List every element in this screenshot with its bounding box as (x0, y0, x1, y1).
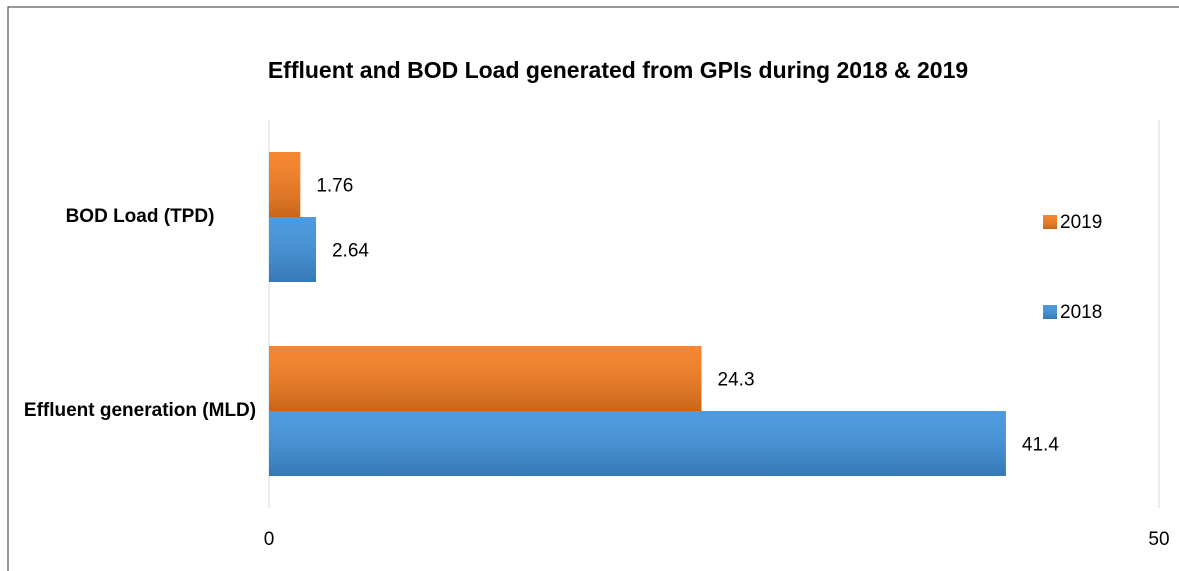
data-label: 2.64 (332, 241, 369, 262)
chart-title: Effluent and BOD Load generated from GPI… (268, 57, 968, 83)
x-tick-label: 0 (264, 529, 275, 550)
legend-swatch-shade (1043, 215, 1057, 229)
bar-shade (269, 217, 316, 282)
legend-swatch-shade (1043, 305, 1057, 319)
data-label: 41.4 (1022, 435, 1059, 456)
y-tick-label: Effluent generation (MLD) (23, 400, 257, 421)
bar-shade (269, 411, 1006, 476)
legend-label: 2018 (1060, 302, 1102, 323)
data-label: 24.3 (718, 370, 755, 391)
chart-border (7, 6, 1179, 571)
x-tick-label: 50 (1148, 529, 1169, 550)
legend-label: 2019 (1060, 212, 1102, 233)
bar-shade (269, 346, 702, 411)
bar-shade (269, 152, 301, 217)
y-tick-label: BOD Load (TPD) (65, 206, 215, 227)
data-label: 1.76 (316, 176, 353, 197)
